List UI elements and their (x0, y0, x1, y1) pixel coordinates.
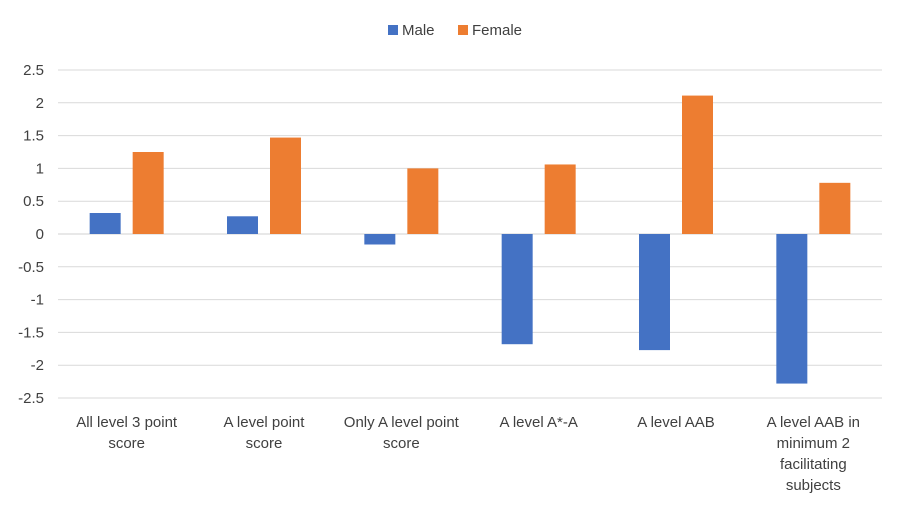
legend-swatch-female (458, 25, 468, 35)
x-tick-label: All level 3 point score (76, 414, 178, 452)
bar-male (89, 213, 121, 234)
x-tick-label: A level point score (224, 414, 306, 452)
x-tick-label-line: All level 3 point (76, 414, 178, 431)
x-tick-label-line: minimum 2 (777, 435, 850, 452)
x-tick-label-line: facilitating (780, 456, 847, 473)
x-axis: All level 3 point score A level point score… (76, 414, 860, 494)
x-tick-label: A level AAB in minimum 2 facilitating subje… (767, 414, 860, 494)
x-tick-label-line: A level AAB (637, 414, 715, 431)
x-tick-label-line: Only A level point (344, 414, 460, 431)
bar-female (544, 164, 576, 234)
y-tick-label: 1.5 (23, 128, 44, 145)
bars (89, 95, 851, 384)
y-tick-label: -2 (31, 357, 44, 374)
bar-female (682, 95, 713, 234)
legend-label-male: Male (402, 22, 435, 39)
y-axis: 2.5 2 1.5 1 0.5 0 -0.5 -1 -1.5 -2 -2.5 (18, 62, 44, 407)
bar-female (132, 152, 164, 234)
x-tick-label-line: A level A*-A (499, 414, 577, 431)
y-tick-label: -2.5 (18, 390, 44, 407)
x-tick-label-line: score (246, 435, 283, 452)
y-tick-label: 1 (36, 160, 44, 177)
y-tick-label: -0.5 (18, 259, 44, 276)
y-tick-label: 0.5 (23, 193, 44, 210)
bar-male (501, 234, 533, 345)
y-tick-label: 2.5 (23, 62, 44, 79)
bar-male (364, 234, 396, 245)
legend-label-female: Female (472, 22, 522, 39)
bar-female (270, 137, 301, 234)
bar-female (819, 182, 851, 234)
x-tick-label: A level A*-A (499, 414, 577, 431)
y-tick-label: 0 (36, 226, 44, 243)
x-tick-label: Only A level point score (344, 414, 460, 452)
bar-male (227, 216, 258, 234)
x-tick-label-line: subjects (786, 477, 841, 494)
legend: Male Female (388, 22, 522, 39)
x-tick-label-line: A level AAB in (767, 414, 860, 431)
x-tick-label-line: A level point (224, 414, 306, 431)
y-tick-label: 2 (36, 95, 44, 112)
gridlines (58, 69, 882, 399)
y-tick-label: -1 (31, 292, 44, 309)
x-tick-label-line: score (383, 435, 420, 452)
x-tick-label: A level AAB (637, 414, 715, 431)
bar-male (639, 234, 670, 351)
legend-swatch-male (388, 25, 398, 35)
x-tick-label-line: score (108, 435, 145, 452)
bar-male (776, 234, 808, 384)
bar-female (407, 168, 439, 234)
y-tick-label: -1.5 (18, 324, 44, 341)
